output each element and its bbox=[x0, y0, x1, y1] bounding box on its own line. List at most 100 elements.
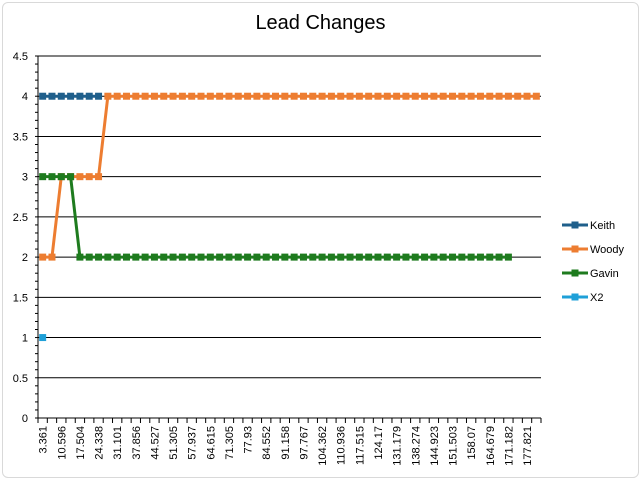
data-point-gavin bbox=[206, 253, 214, 261]
data-point-woody bbox=[216, 92, 224, 100]
data-point-gavin bbox=[253, 253, 261, 261]
data-point-woody bbox=[299, 92, 307, 100]
data-point-gavin bbox=[458, 253, 466, 261]
data-point-woody bbox=[85, 173, 93, 181]
data-point-gavin bbox=[290, 253, 298, 261]
data-point-gavin bbox=[262, 253, 270, 261]
x-tick-label: 117.515 bbox=[354, 426, 366, 465]
y-tick-label: 2 bbox=[22, 252, 28, 264]
data-point-woody bbox=[402, 92, 410, 100]
y-tick-label: 1 bbox=[22, 333, 28, 345]
data-point-keith bbox=[95, 92, 103, 100]
data-point-keith bbox=[57, 92, 65, 100]
y-tick-label: 3 bbox=[22, 172, 28, 184]
legend-item-keith: Keith bbox=[562, 220, 615, 232]
x-tick-label: 64.615 bbox=[205, 426, 217, 460]
data-point-woody bbox=[495, 92, 503, 100]
data-point-woody bbox=[514, 92, 522, 100]
data-point-gavin bbox=[188, 253, 196, 261]
data-point-woody bbox=[48, 253, 56, 261]
legend-swatch-marker bbox=[571, 269, 579, 277]
data-point-woody bbox=[104, 92, 112, 100]
data-point-gavin bbox=[411, 253, 419, 261]
data-point-gavin bbox=[225, 253, 233, 261]
data-point-gavin bbox=[281, 253, 289, 261]
x-tick-label: 110.936 bbox=[336, 426, 348, 465]
data-point-woody bbox=[476, 92, 484, 100]
data-point-woody bbox=[337, 92, 345, 100]
legend-label: Keith bbox=[590, 220, 615, 232]
data-point-woody bbox=[365, 92, 373, 100]
x-tick-label: 84.552 bbox=[261, 426, 273, 460]
data-point-woody bbox=[253, 92, 261, 100]
data-point-woody bbox=[262, 92, 270, 100]
data-point-gavin bbox=[346, 253, 354, 261]
data-point-woody bbox=[486, 92, 494, 100]
chart-title: Lead Changes bbox=[255, 12, 386, 34]
data-point-woody bbox=[76, 173, 84, 181]
x-tick-label: 91.158 bbox=[280, 426, 292, 460]
data-point-gavin bbox=[449, 253, 457, 261]
legend: Keith Woody Gavin X2 bbox=[562, 220, 625, 304]
data-point-gavin bbox=[39, 173, 47, 181]
data-point-woody bbox=[225, 92, 233, 100]
data-point-woody bbox=[318, 92, 326, 100]
data-point-woody bbox=[160, 92, 168, 100]
data-point-woody bbox=[458, 92, 466, 100]
data-point-gavin bbox=[122, 253, 130, 261]
data-point-woody bbox=[327, 92, 335, 100]
legend-swatch-marker bbox=[571, 245, 579, 253]
data-point-gavin bbox=[272, 253, 280, 261]
data-point-woody bbox=[411, 92, 419, 100]
x-tick-label: 131.179 bbox=[392, 426, 404, 466]
data-point-woody bbox=[169, 92, 177, 100]
data-point-woody bbox=[150, 92, 158, 100]
data-point-woody bbox=[178, 92, 186, 100]
x-tick-label: 37.856 bbox=[131, 426, 143, 460]
data-point-gavin bbox=[327, 253, 335, 261]
data-point-woody bbox=[132, 92, 140, 100]
x-tick-label: 97.767 bbox=[298, 426, 310, 460]
legend-swatch-marker bbox=[571, 293, 579, 301]
data-point-gavin bbox=[393, 253, 401, 261]
x-tick-label: 104.362 bbox=[317, 426, 329, 466]
data-point-gavin bbox=[104, 253, 112, 261]
data-point-woody bbox=[393, 92, 401, 100]
data-point-gavin bbox=[169, 253, 177, 261]
legend-label: Woody bbox=[590, 244, 625, 256]
data-point-gavin bbox=[150, 253, 158, 261]
data-point-woody bbox=[141, 92, 149, 100]
data-point-gavin bbox=[234, 253, 242, 261]
x-tick-label: 158.07 bbox=[466, 426, 478, 460]
axes: 0 0.5 1 1.5 2 2.5 3 3.5 4 4.5 3.361 10.596 17.504 24.… bbox=[13, 51, 542, 466]
data-point-gavin bbox=[76, 253, 84, 261]
legend-label: X2 bbox=[590, 292, 603, 304]
data-point-woody bbox=[346, 92, 354, 100]
data-point-gavin bbox=[476, 253, 484, 261]
data-point-gavin bbox=[337, 253, 345, 261]
data-point-woody bbox=[188, 92, 196, 100]
data-point-woody bbox=[290, 92, 298, 100]
data-point-woody bbox=[244, 92, 252, 100]
data-point-gavin bbox=[85, 253, 93, 261]
x-tick-label: 171.182 bbox=[503, 426, 515, 466]
data-point-woody bbox=[467, 92, 475, 100]
data-point-woody bbox=[39, 253, 47, 261]
data-point-gavin bbox=[244, 253, 252, 261]
x-tick-label: 164.679 bbox=[485, 426, 497, 466]
y-tick-label: 0.5 bbox=[13, 373, 28, 385]
data-point-gavin bbox=[197, 253, 205, 261]
y-tick-label: 1.5 bbox=[13, 292, 28, 304]
data-point-gavin bbox=[216, 253, 224, 261]
x-tick-label: 151.503 bbox=[448, 426, 460, 466]
legend-label: Gavin bbox=[590, 268, 619, 280]
data-point-keith bbox=[48, 92, 56, 100]
data-point-gavin bbox=[439, 253, 447, 261]
series-lines bbox=[39, 92, 540, 342]
data-point-woody bbox=[523, 92, 531, 100]
data-point-woody bbox=[374, 92, 382, 100]
x-tick-label: 24.338 bbox=[94, 426, 106, 460]
data-point-woody bbox=[206, 92, 214, 100]
